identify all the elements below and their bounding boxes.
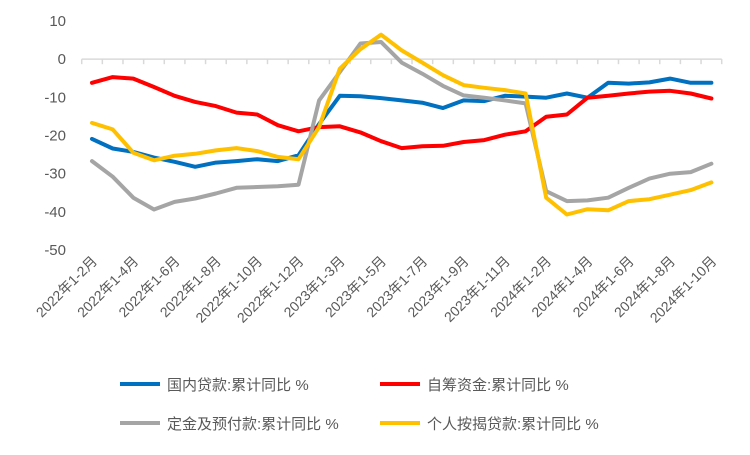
- legend-label: 个人按揭贷款:累计同比 %: [427, 416, 599, 433]
- series-lines: [90, 32, 714, 217]
- legend-label: 国内贷款:累计同比 %: [167, 377, 309, 394]
- y-tick-label: -30: [44, 166, 66, 183]
- legend-label: 定金及预付款:累计同比 %: [167, 416, 339, 433]
- legend-item: 个人按揭贷款:累计同比 %: [380, 416, 599, 433]
- y-tick-label: 0: [58, 51, 66, 68]
- series-line-3: [90, 32, 714, 217]
- legend-item: 定金及预付款:累计同比 %: [120, 416, 339, 433]
- series-line-2: [90, 40, 714, 212]
- y-tick-label: -10: [44, 89, 66, 106]
- y-tick-label: -20: [44, 128, 66, 145]
- y-tick-label: -40: [44, 204, 66, 221]
- legend: 国内贷款:累计同比 % 自筹资金:累计同比 % 定金及预付款:累计同比 % 个人按揭贷…: [120, 377, 599, 433]
- legend-item: 自筹资金:累计同比 %: [380, 377, 569, 394]
- legend-item: 国内贷款:累计同比 %: [120, 377, 309, 394]
- y-tick-label: 10: [49, 13, 66, 30]
- series-line-1: [90, 75, 714, 151]
- y-tick-label: -50: [44, 242, 66, 259]
- y-axis: 10 0 -10 -20 -30 -40 -50: [44, 13, 66, 259]
- legend-label: 自筹资金:累计同比 %: [427, 377, 569, 394]
- series-line-0: [90, 76, 714, 169]
